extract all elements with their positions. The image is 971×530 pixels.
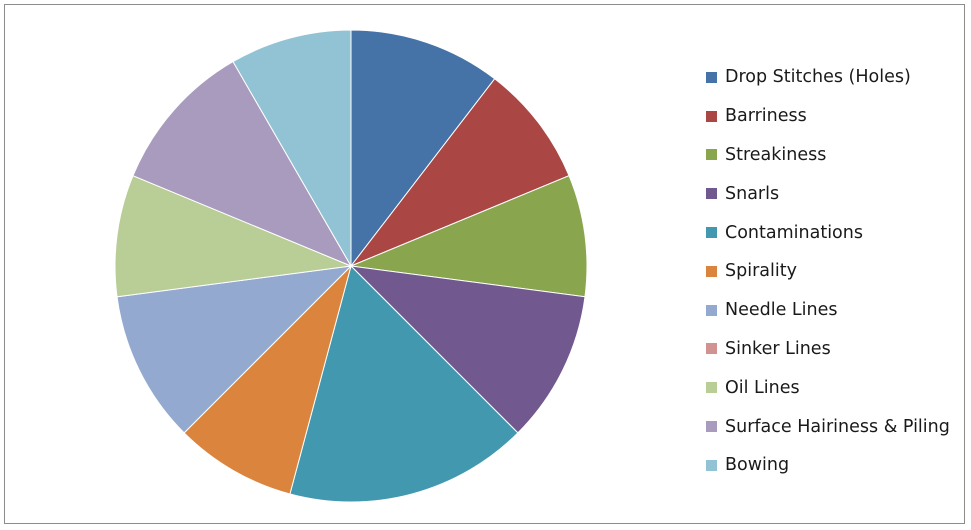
- legend-label: Bowing: [725, 455, 790, 476]
- legend-item: Sinker Lines: [706, 330, 966, 369]
- legend-label: Sinker Lines: [725, 338, 831, 359]
- legend-swatch: [706, 421, 717, 433]
- legend-item: Barriness: [706, 97, 966, 136]
- pie-slice-barriness: [349, 78, 570, 268]
- legend-swatch: [706, 149, 717, 161]
- legend-swatch: [706, 459, 717, 471]
- legend-label: Streakiness: [725, 144, 827, 165]
- legend-item: Bowing: [706, 446, 966, 485]
- legend-label: Snarls: [725, 183, 780, 204]
- legend-item: Snarls: [706, 174, 966, 213]
- pie-slice-drop-stitches-holes: [350, 29, 496, 268]
- legend-swatch: [706, 71, 717, 83]
- legend-label: Barriness: [725, 106, 807, 127]
- legend-label: Spirality: [725, 261, 797, 282]
- legend-item: Spirality: [706, 252, 966, 291]
- pie-slice-surface-hairiness-piling: [132, 60, 353, 268]
- legend-swatch: [706, 227, 717, 239]
- legend-label: Contaminations: [725, 222, 863, 243]
- pie-slice-spirality: [183, 264, 352, 495]
- legend-swatch: [706, 188, 717, 200]
- legend-item: Streakiness: [706, 136, 966, 175]
- legend-item: Oil Lines: [706, 368, 966, 407]
- legend-label: Surface Hairiness & Piling: [725, 416, 950, 437]
- legend-swatch: [706, 382, 717, 394]
- pie-slice-streakiness: [349, 175, 588, 298]
- legend-swatch: [706, 343, 717, 355]
- pie-slice-snarls: [349, 265, 586, 434]
- pie-slice-contaminations: [289, 265, 519, 503]
- legend-swatch: [706, 265, 717, 277]
- legend-item: Drop Stitches (Holes): [706, 58, 966, 97]
- legend-item: Needle Lines: [706, 291, 966, 330]
- pie-slice-bowing: [232, 29, 352, 268]
- legend-item: Surface Hairiness & Piling: [706, 407, 966, 446]
- legend-label: Needle Lines: [725, 300, 838, 321]
- legend-item: Contaminations: [706, 213, 966, 252]
- legend-swatch: [706, 304, 717, 316]
- pie-slice-needle-lines: [116, 265, 353, 434]
- legend-label: Oil Lines: [725, 377, 800, 398]
- legend-swatch: [706, 110, 717, 122]
- legend-label: Drop Stitches (Holes): [725, 67, 911, 88]
- legend: Drop Stitches (Holes) Barriness Streakines…: [706, 58, 966, 485]
- pie-slice-oil-lines: [114, 175, 353, 298]
